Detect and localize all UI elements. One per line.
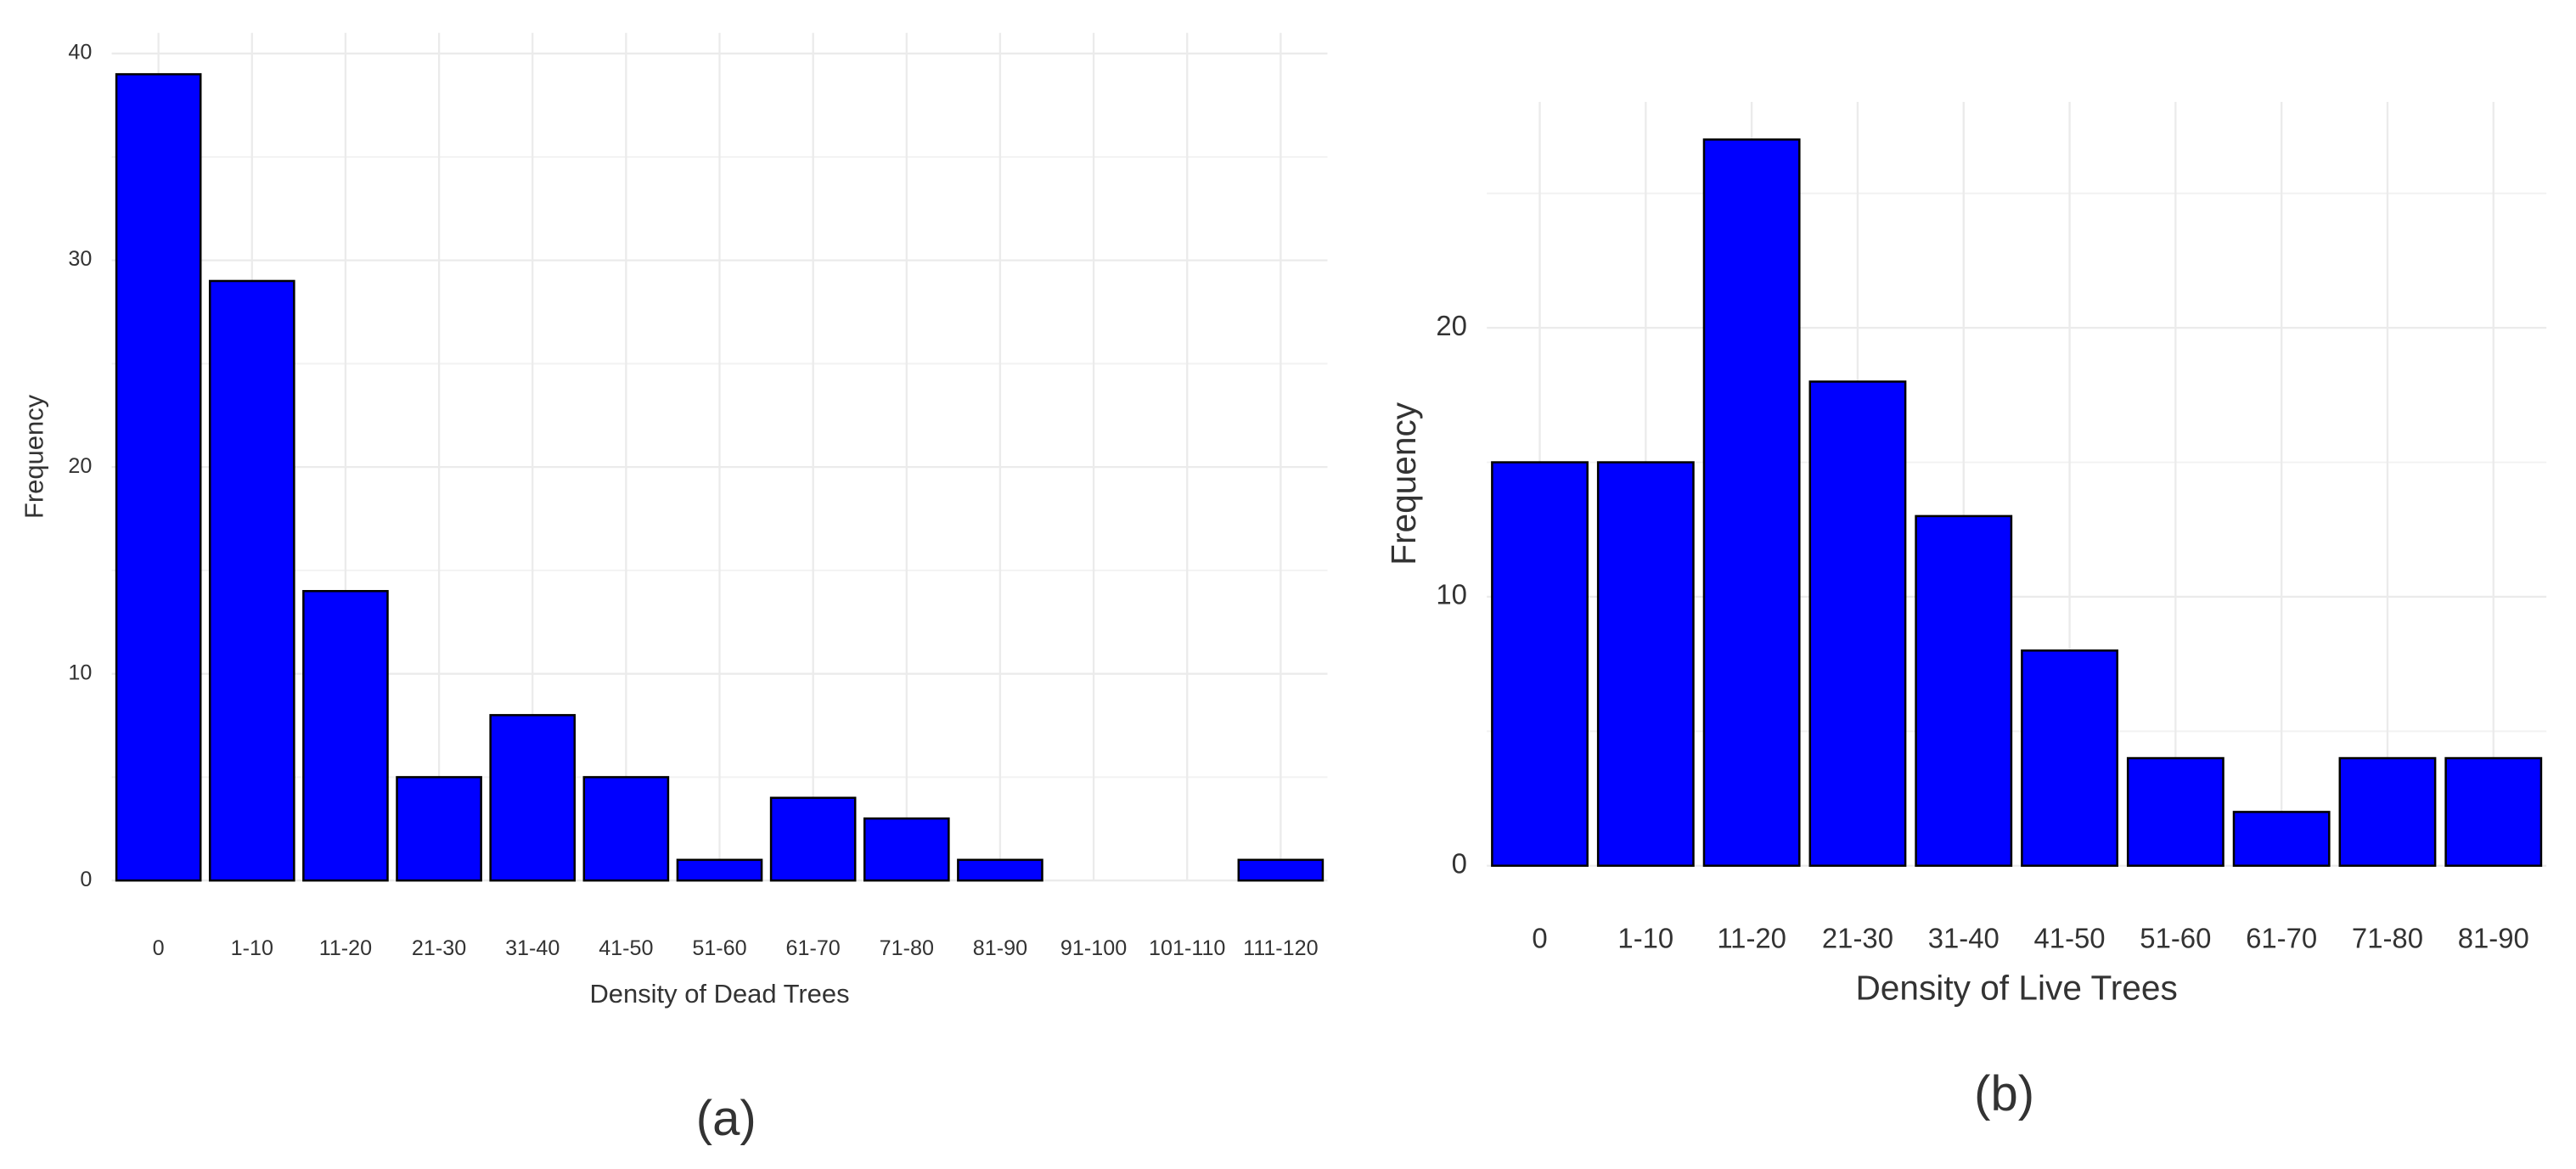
x-tick-label: 61-70 — [785, 936, 840, 960]
bar — [1491, 461, 1589, 868]
bar — [769, 796, 857, 882]
y-tick-label: 0 — [80, 868, 92, 891]
bar — [208, 279, 295, 882]
x-tick-label: 81-90 — [973, 936, 1027, 960]
x-tick-label: 81-90 — [2458, 923, 2529, 954]
x-tick-label: 31-40 — [1928, 923, 1999, 954]
y-tick-label: 30 — [68, 247, 92, 271]
y-tick-label: 0 — [1452, 847, 1467, 879]
y-tick-label: 20 — [68, 454, 92, 478]
y-tick-label: 40 — [68, 41, 92, 65]
bar — [676, 858, 763, 882]
y-tick-label: 20 — [1436, 310, 1467, 341]
bar — [2021, 649, 2118, 868]
x-tick-label: 41-50 — [599, 936, 653, 960]
x-tick-label: 51-60 — [2140, 923, 2211, 954]
caption: (a) — [696, 1091, 756, 1146]
x-tick-label: 21-30 — [1822, 923, 1893, 954]
x-tick-label: 11-20 — [1717, 923, 1786, 954]
bar — [582, 776, 670, 882]
y-tick-label: 10 — [68, 660, 92, 684]
x-tick-label: 101-110 — [1149, 936, 1225, 960]
bar — [2444, 756, 2543, 868]
bar — [2338, 756, 2437, 868]
x-axis-title: Density of Live Trees — [1855, 969, 2177, 1008]
bar — [1702, 138, 1801, 868]
x-tick-label: 21-30 — [412, 936, 466, 960]
x-tick-label: 61-70 — [2246, 923, 2317, 954]
x-tick-label: 41-50 — [2034, 923, 2106, 954]
x-tick-label: 71-80 — [880, 936, 934, 960]
x-tick-label: 71-80 — [2352, 923, 2423, 954]
x-tick-label: 0 — [153, 936, 165, 960]
bar — [2126, 756, 2224, 868]
x-tick-label: 31-40 — [505, 936, 560, 960]
bar — [863, 817, 950, 882]
bar — [115, 73, 202, 882]
bar — [957, 858, 1043, 882]
bar — [1237, 858, 1325, 882]
caption: (b) — [1974, 1066, 2034, 1121]
x-tick-label: 0 — [1532, 923, 1547, 954]
bar — [1915, 514, 2013, 868]
x-tick-label: 1-10 — [1617, 923, 1673, 954]
x-tick-label: 111-120 — [1243, 936, 1319, 960]
bar — [302, 589, 389, 882]
x-tick-label: 91-100 — [1060, 936, 1127, 960]
bar — [2232, 811, 2331, 868]
y-tick-label: 10 — [1436, 579, 1467, 610]
y-axis-title: Frequency — [20, 394, 49, 519]
x-axis-title: Density of Dead Trees — [589, 979, 849, 1009]
x-tick-label: 1-10 — [231, 936, 273, 960]
bar — [1596, 461, 1695, 868]
bar — [1808, 380, 1907, 868]
x-tick-label: 11-20 — [319, 936, 372, 960]
y-axis-title: Frequency — [1384, 402, 1423, 565]
x-tick-label: 51-60 — [692, 936, 746, 960]
bar — [489, 714, 577, 882]
bar — [396, 776, 482, 882]
